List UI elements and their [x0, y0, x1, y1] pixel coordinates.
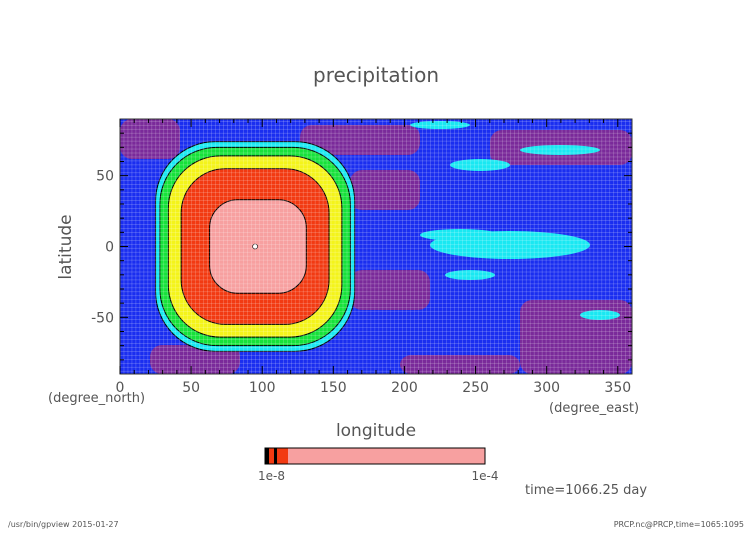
purple-region [120, 119, 180, 159]
x-tick-label: 200 [391, 380, 418, 396]
purple-region [350, 270, 430, 310]
x-tick-label: 350 [604, 380, 631, 396]
plot-grid [120, 119, 632, 374]
y-axis-label: latitude [56, 214, 76, 279]
purple-region [150, 345, 240, 374]
y-tick-label: 50 [96, 169, 114, 185]
colorbar-segment [269, 448, 274, 464]
purple-regions [120, 119, 632, 374]
x-axis-label: longitude [336, 421, 416, 441]
x-tick-label: 150 [320, 380, 347, 396]
x-tick-label: 100 [249, 380, 276, 396]
footer-left: /usr/bin/gpview 2015-01-27 [8, 520, 119, 529]
colorbar-segment [265, 448, 269, 464]
cyan-region [445, 270, 495, 280]
plot-area [119, 118, 633, 375]
colorbar-segment [274, 448, 277, 464]
chart-title: precipitation [313, 63, 439, 87]
y-tick-label: 0 [105, 240, 114, 256]
axis-ticks: 0 50 100 150 200 250 300 350 -50 0 50 [91, 119, 632, 396]
colorbar-segment [288, 448, 485, 464]
colorbar-frame [264, 447, 486, 465]
cyan-region [410, 121, 470, 129]
colorbar-max-label: 1e-4 [472, 469, 499, 483]
cyan-region [580, 310, 620, 320]
y-axis-unit: (degree_north) [48, 391, 145, 406]
x-axis-unit: (degree_east) [549, 401, 639, 416]
peak-marker [252, 243, 258, 250]
precip-core [155, 141, 356, 352]
cyan-region [450, 159, 510, 171]
footer-right: PRCP.nc@PRCP,time=1065:1095 [614, 520, 744, 529]
purple-region [350, 170, 420, 210]
y-tick-label: -50 [91, 310, 114, 326]
cyan-regions [410, 121, 620, 320]
colorbar-segment [277, 448, 288, 464]
purple-region [520, 300, 632, 374]
cyan-region [520, 145, 600, 155]
x-tick-label: 250 [462, 380, 489, 396]
colorbar-min-label: 1e-8 [258, 469, 285, 483]
colorbar: 1e-8 1e-4 [258, 447, 499, 483]
peak-contour [209, 199, 307, 294]
purple-region [300, 125, 420, 155]
x-tick-label: 50 [182, 380, 200, 396]
cyan-region [420, 229, 500, 241]
x-tick-label: 300 [533, 380, 560, 396]
x-tick-label: 0 [116, 380, 125, 396]
time-label: time=1066.25 day [525, 483, 647, 498]
purple-region [400, 355, 520, 374]
